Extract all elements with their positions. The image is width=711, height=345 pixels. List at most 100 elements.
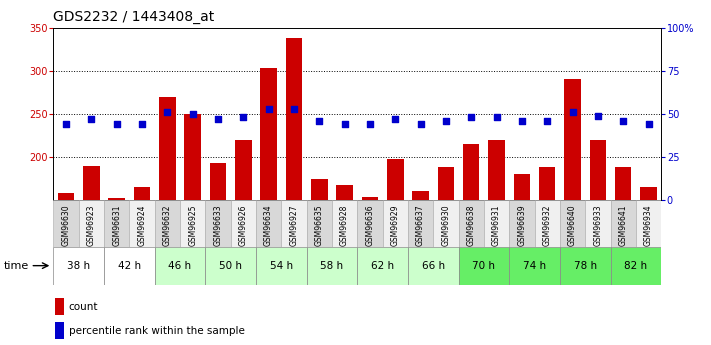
Bar — [636, 200, 661, 247]
Bar — [55, 298, 64, 315]
Text: GDS2232 / 1443408_at: GDS2232 / 1443408_at — [53, 10, 215, 24]
Point — [314, 118, 325, 124]
Text: GSM96640: GSM96640 — [568, 205, 577, 246]
Bar — [55, 322, 64, 339]
Bar — [357, 200, 383, 247]
Bar — [104, 247, 154, 285]
Point — [415, 121, 427, 127]
Bar — [565, 79, 581, 200]
Bar — [641, 187, 657, 200]
Text: GSM96641: GSM96641 — [619, 205, 628, 246]
Text: GSM96636: GSM96636 — [365, 205, 375, 246]
Bar — [488, 140, 505, 200]
Bar — [615, 167, 631, 200]
Bar — [230, 200, 256, 247]
Point — [339, 121, 351, 127]
Point — [111, 121, 122, 127]
Bar — [560, 247, 611, 285]
Bar — [282, 200, 306, 247]
Text: GSM96637: GSM96637 — [416, 205, 425, 246]
Text: 46 h: 46 h — [169, 261, 191, 270]
Point — [137, 121, 148, 127]
Text: GSM96929: GSM96929 — [391, 205, 400, 246]
Text: GSM96923: GSM96923 — [87, 205, 96, 246]
Text: GSM96927: GSM96927 — [289, 205, 299, 246]
Text: GSM96638: GSM96638 — [466, 205, 476, 246]
Bar — [509, 247, 560, 285]
Text: 82 h: 82 h — [624, 261, 648, 270]
Bar — [484, 200, 509, 247]
Bar — [134, 187, 150, 200]
Point — [237, 115, 249, 120]
Bar — [256, 200, 282, 247]
Point — [491, 115, 502, 120]
Point — [618, 118, 629, 124]
Text: GSM96633: GSM96633 — [213, 205, 223, 246]
Bar — [336, 185, 353, 200]
Bar — [306, 247, 357, 285]
Bar — [154, 247, 205, 285]
Bar — [560, 200, 585, 247]
Text: 38 h: 38 h — [67, 261, 90, 270]
Bar — [159, 97, 176, 200]
Bar — [408, 200, 433, 247]
Bar — [513, 174, 530, 200]
Bar — [408, 247, 459, 285]
Bar — [589, 140, 606, 200]
Point — [466, 115, 477, 120]
Bar — [210, 163, 226, 200]
Point — [364, 121, 375, 127]
Text: 62 h: 62 h — [371, 261, 394, 270]
Bar — [611, 200, 636, 247]
Text: 50 h: 50 h — [219, 261, 242, 270]
Point — [567, 109, 578, 115]
Bar — [260, 68, 277, 200]
Text: GSM96634: GSM96634 — [264, 205, 273, 246]
Text: GSM96931: GSM96931 — [492, 205, 501, 246]
Text: 78 h: 78 h — [574, 261, 597, 270]
Bar — [433, 200, 459, 247]
Bar — [387, 159, 404, 200]
Point — [85, 116, 97, 122]
Text: GSM96926: GSM96926 — [239, 205, 248, 246]
Text: 74 h: 74 h — [523, 261, 546, 270]
Bar — [306, 200, 332, 247]
Point — [440, 118, 451, 124]
Bar — [611, 247, 661, 285]
Point — [516, 118, 528, 124]
Point — [592, 113, 604, 118]
Bar — [357, 247, 408, 285]
Text: GSM96924: GSM96924 — [137, 205, 146, 246]
Bar — [585, 200, 611, 247]
Text: 58 h: 58 h — [321, 261, 343, 270]
Text: 42 h: 42 h — [118, 261, 141, 270]
Bar — [83, 166, 100, 200]
Text: GSM96932: GSM96932 — [542, 205, 552, 246]
Bar — [104, 200, 129, 247]
Text: time: time — [4, 261, 29, 270]
Bar — [509, 200, 535, 247]
Point — [542, 118, 553, 124]
Text: GSM96635: GSM96635 — [315, 205, 324, 246]
Point — [187, 111, 198, 117]
Bar — [332, 200, 357, 247]
Bar — [412, 191, 429, 200]
Text: GSM96925: GSM96925 — [188, 205, 197, 246]
Bar — [154, 200, 180, 247]
Bar — [286, 38, 302, 200]
Text: 70 h: 70 h — [472, 261, 496, 270]
Bar — [438, 167, 454, 200]
Text: GSM96631: GSM96631 — [112, 205, 121, 246]
Point — [643, 121, 654, 127]
Point — [288, 106, 299, 111]
Text: 54 h: 54 h — [269, 261, 293, 270]
Bar — [235, 140, 252, 200]
Point — [161, 109, 173, 115]
Bar — [79, 200, 104, 247]
Bar — [463, 144, 479, 200]
Bar — [53, 200, 79, 247]
Bar — [311, 179, 328, 200]
Text: GSM96930: GSM96930 — [442, 205, 451, 246]
Point — [60, 121, 72, 127]
Text: 66 h: 66 h — [422, 261, 445, 270]
